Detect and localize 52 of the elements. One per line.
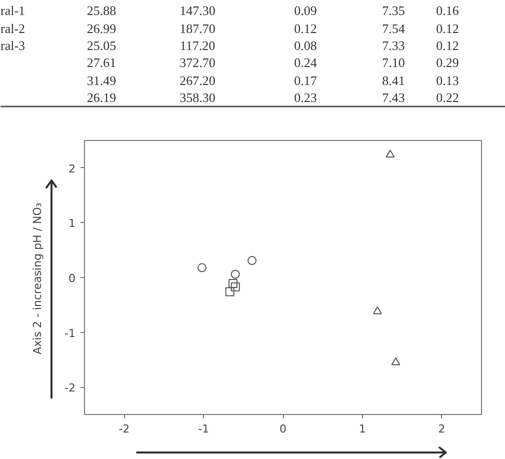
text: 8.41 (382, 73, 405, 88)
point (391, 357, 400, 366)
point (230, 282, 240, 292)
text: 0.12 (436, 21, 459, 36)
text: 372.70 (180, 55, 216, 70)
text: 7.10 (382, 55, 405, 70)
text: 0.16 (436, 3, 460, 18)
category-label: ral-1 (0, 3, 26, 18)
text: 0.12 (436, 38, 459, 53)
text: 358.30 (180, 90, 216, 105)
text: 0.08 (294, 38, 317, 53)
y-tick-label: -2 (64, 382, 76, 395)
text: 26.19 (86, 90, 116, 105)
point (372, 306, 382, 314)
x-tick-label: 1 (358, 422, 366, 436)
text: 7.35 (382, 3, 405, 18)
point (225, 287, 234, 296)
text: 147.30 (180, 3, 216, 18)
text: 27.61 (86, 55, 116, 70)
text: 0.23 (294, 90, 317, 105)
x-tick-label: 0 (280, 422, 286, 436)
text: 0.29 (436, 55, 459, 70)
text: 26.99 (86, 21, 116, 36)
y-tick-label: 1 (68, 217, 76, 230)
x-tick-label: -1 (198, 422, 210, 436)
text: 0.12 (294, 21, 317, 36)
y-tick-label: -1 (64, 326, 76, 340)
point (228, 279, 238, 288)
text: 117.20 (180, 38, 216, 53)
x-tick-label: 2 (438, 422, 446, 436)
point (248, 256, 257, 266)
text: 7.33 (382, 38, 405, 53)
text: 25.88 (86, 3, 116, 18)
x-tick-label: -2 (118, 422, 130, 436)
text: 7.54 (382, 21, 406, 36)
y-axis-title: Axis 2 - increasing pH / NO₃ (31, 202, 44, 354)
category-label: ral-2 (0, 21, 26, 36)
text: 0.17 (294, 73, 318, 88)
category-label: ral-3 (0, 38, 26, 53)
y-tick-label: 2 (68, 162, 76, 176)
point (230, 270, 240, 279)
y-tick-label: 0 (68, 272, 76, 285)
text: 267.20 (180, 73, 216, 88)
text: 0.09 (294, 3, 317, 18)
text: 0.22 (436, 90, 459, 105)
text: 25.05 (86, 38, 116, 53)
text: 7.43 (382, 90, 405, 105)
point (198, 263, 207, 272)
text: 187.70 (180, 21, 216, 36)
text: 0.13 (436, 73, 459, 88)
text: 31.49 (86, 73, 116, 88)
text: 0.24 (294, 55, 318, 70)
